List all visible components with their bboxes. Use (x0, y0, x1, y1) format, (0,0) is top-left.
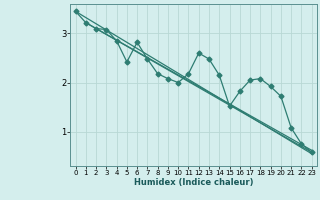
X-axis label: Humidex (Indice chaleur): Humidex (Indice chaleur) (134, 178, 253, 187)
